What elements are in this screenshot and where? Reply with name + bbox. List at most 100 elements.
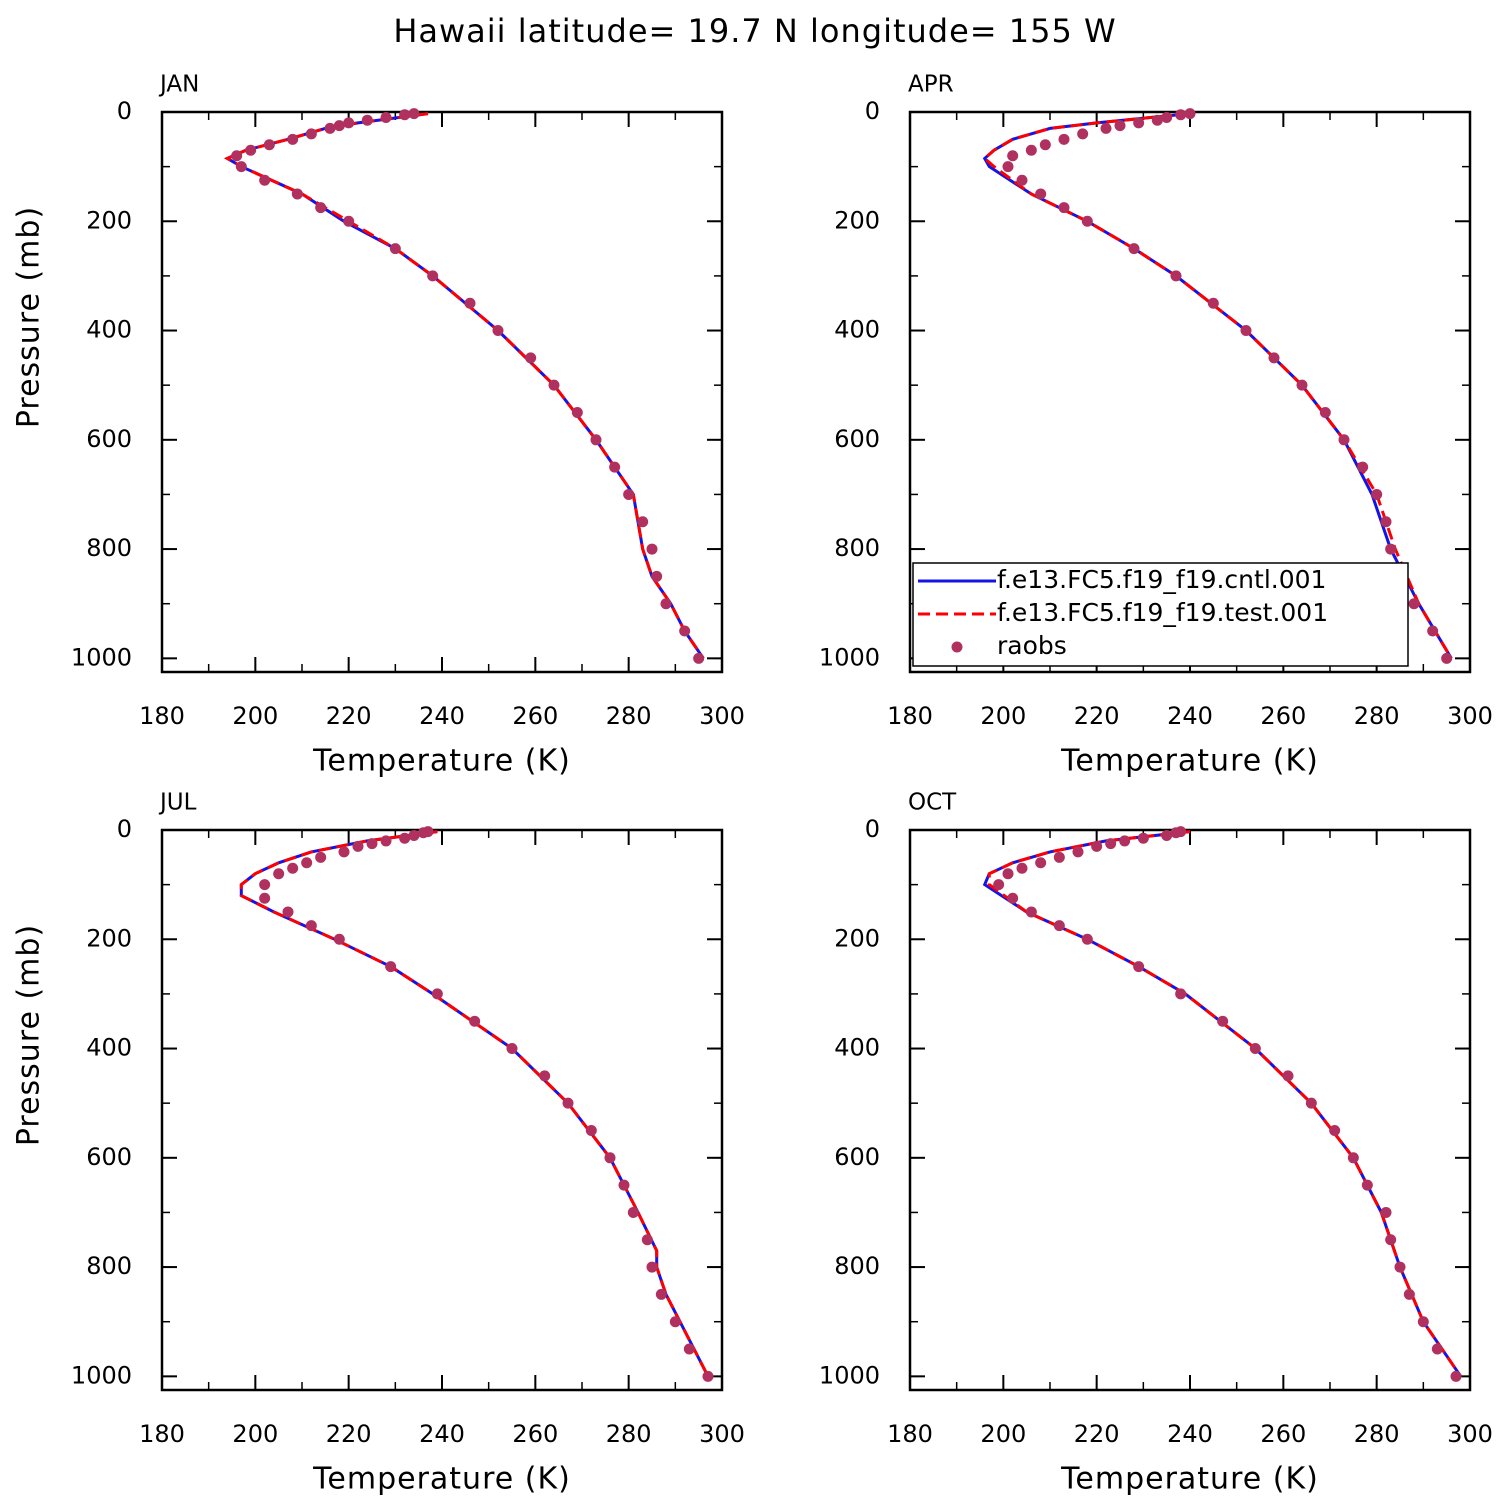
y-tick-label: 800 (86, 534, 132, 562)
raobs-point (315, 202, 327, 214)
raobs-point (333, 933, 345, 945)
raobs-point (585, 1124, 597, 1136)
raobs-point (301, 857, 313, 869)
profile-line (982, 112, 1453, 660)
raobs-point (1105, 838, 1117, 850)
raobs-point (1184, 108, 1196, 120)
raobs-point (1002, 868, 1014, 880)
x-tick-label: 220 (326, 702, 372, 730)
profile-line (224, 112, 705, 660)
raobs-point (1319, 406, 1331, 418)
raobs-point (1371, 488, 1383, 500)
raobs-point (1016, 862, 1028, 874)
raobs-point (1357, 461, 1369, 473)
raobs-point (1007, 150, 1019, 162)
raobs-point (693, 652, 705, 664)
raobs-point (1077, 128, 1089, 140)
legend-label: f.e13.FC5.f19_f19.cntl.001 (997, 565, 1326, 594)
y-tick-label: 200 (86, 206, 132, 234)
raobs-point (273, 868, 285, 880)
raobs-point (324, 122, 336, 134)
y-tick-label: 400 (834, 1034, 880, 1062)
raobs-point (679, 625, 691, 637)
x-tick-label: 300 (1447, 1420, 1493, 1448)
x-tick-label: 200 (232, 702, 278, 730)
y-tick-label: 1000 (819, 643, 880, 671)
raobs-point (1161, 111, 1173, 123)
x-tick-label: 280 (1354, 1420, 1400, 1448)
y-tick-label: 800 (86, 1252, 132, 1280)
raobs-point (1039, 139, 1051, 151)
y-tick-label: 600 (834, 1143, 880, 1171)
x-tick-label: 220 (1074, 702, 1120, 730)
raobs-point (1137, 832, 1149, 844)
raobs-point (1417, 1316, 1429, 1328)
raobs-point (590, 434, 602, 446)
panel-title: APR (908, 72, 954, 98)
raobs-point (385, 961, 397, 973)
x-axis-title: Temperature (K) (312, 1462, 571, 1497)
raobs-point (1081, 215, 1093, 227)
raobs-point (1450, 1370, 1462, 1382)
raobs-point (1361, 1179, 1373, 1191)
raobs-point (1217, 1015, 1229, 1027)
raobs-point (637, 516, 649, 528)
raobs-point (1427, 625, 1439, 637)
raobs-point (282, 906, 294, 918)
y-tick-label: 600 (86, 425, 132, 453)
raobs-point (380, 111, 392, 123)
profile-line (987, 830, 1462, 1378)
raobs-point (315, 851, 327, 863)
y-tick-label: 1000 (819, 1361, 880, 1389)
y-tick-label: 200 (86, 924, 132, 952)
raobs-point (1100, 122, 1112, 134)
raobs-point (683, 1343, 695, 1355)
raobs-point (1296, 379, 1308, 391)
panel-title: OCT (908, 790, 957, 816)
raobs-point (1128, 243, 1140, 255)
legend-marker (951, 641, 963, 653)
raobs-point (1282, 1070, 1294, 1082)
raobs-point (993, 879, 1005, 891)
raobs-point (1072, 846, 1084, 858)
raobs-point (469, 1015, 481, 1027)
y-tick-label: 200 (834, 924, 880, 952)
x-tick-label: 280 (606, 1420, 652, 1448)
y-axis-title: Pressure (mb) (12, 206, 47, 428)
profile-line (982, 830, 1462, 1378)
y-tick-label: 800 (834, 534, 880, 562)
raobs-point (646, 1261, 658, 1273)
x-tick-label: 200 (232, 1420, 278, 1448)
raobs-point (1025, 906, 1037, 918)
raobs-point (235, 161, 247, 173)
y-tick-label: 0 (865, 815, 880, 843)
raobs-point (287, 133, 299, 145)
raobs-point (352, 840, 364, 852)
x-tick-label: 260 (1260, 702, 1306, 730)
raobs-point (389, 243, 401, 255)
raobs-point (464, 297, 476, 309)
raobs-point (427, 270, 439, 282)
raobs-point (506, 1043, 518, 1055)
y-tick-label: 600 (86, 1143, 132, 1171)
plot-frame (160, 110, 724, 674)
x-tick-label: 200 (980, 1420, 1026, 1448)
raobs-point (366, 838, 378, 850)
raobs-point (623, 488, 635, 500)
raobs-point (1385, 543, 1397, 555)
x-tick-label: 240 (1167, 1420, 1213, 1448)
raobs-point (380, 835, 392, 847)
raobs-point (1016, 174, 1028, 186)
raobs-point (343, 215, 355, 227)
x-tick-label: 180 (139, 702, 185, 730)
y-tick-label: 800 (834, 1252, 880, 1280)
raobs-point (263, 139, 275, 151)
x-tick-label: 300 (699, 1420, 745, 1448)
raobs-point (669, 1316, 681, 1328)
legend-label: raobs (997, 631, 1067, 660)
raobs-point (333, 120, 345, 132)
raobs-point (1380, 516, 1392, 528)
raobs-point (1403, 1288, 1415, 1300)
raobs-point (702, 1370, 714, 1382)
raobs-point (1035, 188, 1047, 200)
